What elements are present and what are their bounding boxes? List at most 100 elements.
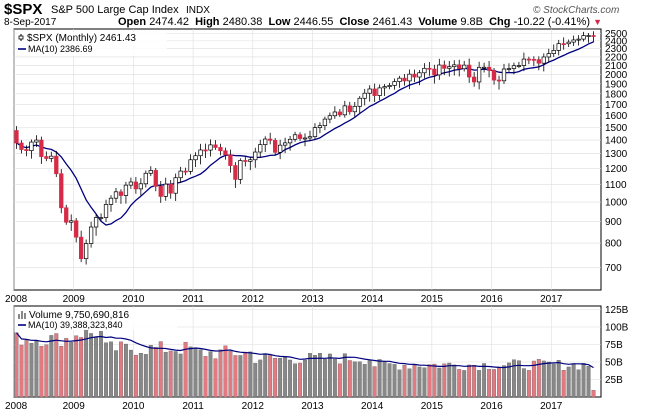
price-candle bbox=[541, 53, 546, 72]
price-x-axis: 2008 2009 2010 2011 2012 2013 2014 2015 2016 2017 bbox=[5, 294, 563, 305]
volume-bar bbox=[64, 338, 69, 398]
volume-bar bbox=[377, 359, 382, 398]
price-candle bbox=[19, 140, 24, 154]
volume-bar bbox=[452, 364, 457, 398]
volume-bar bbox=[497, 366, 501, 398]
price-candle bbox=[49, 151, 54, 163]
volume-bar bbox=[193, 348, 198, 398]
volume-bar bbox=[14, 332, 19, 398]
volume-bar bbox=[94, 337, 99, 398]
price-candle bbox=[34, 135, 39, 147]
volume-bar bbox=[457, 369, 462, 398]
volume-legend-series: Volume 9,750,690,816 bbox=[29, 310, 130, 321]
price-candle bbox=[422, 63, 427, 79]
close-label: Close bbox=[339, 16, 370, 28]
price-candle bbox=[258, 139, 263, 158]
price-candle bbox=[462, 60, 467, 72]
price-candle bbox=[228, 149, 233, 173]
price-candle bbox=[327, 112, 333, 124]
price-candle bbox=[59, 169, 64, 214]
volume-bar bbox=[123, 343, 128, 398]
price-candle bbox=[402, 73, 407, 86]
volume-bar bbox=[397, 369, 402, 398]
price-x-tick-label: 2010 bbox=[122, 294, 145, 305]
volume-bar bbox=[556, 360, 561, 398]
volume-bar bbox=[317, 353, 322, 398]
volume-bar bbox=[104, 342, 108, 398]
price-y-tick-label: 1400 bbox=[605, 136, 628, 147]
price-candle bbox=[491, 68, 497, 85]
volume-bar bbox=[54, 333, 59, 398]
price-candle bbox=[113, 188, 119, 203]
volume-bar bbox=[313, 355, 317, 398]
price-candle bbox=[178, 166, 183, 183]
volume-bar bbox=[437, 367, 442, 398]
volume-bar bbox=[442, 363, 447, 398]
price-candle bbox=[44, 151, 49, 162]
price-candle bbox=[188, 154, 193, 175]
price-candle bbox=[183, 167, 188, 176]
price-candle bbox=[24, 145, 29, 157]
price-candle bbox=[526, 56, 532, 65]
volume-bar bbox=[472, 365, 477, 398]
volume-bar bbox=[163, 351, 168, 398]
volume-bar bbox=[586, 366, 591, 398]
volume-bar bbox=[382, 361, 387, 398]
volume-bar bbox=[467, 364, 472, 398]
volume-x-tick-label: 2015 bbox=[421, 401, 444, 412]
price-candle bbox=[312, 123, 318, 140]
volume-bar bbox=[347, 360, 352, 398]
price-gridlines bbox=[13, 29, 601, 290]
volume-legend: Volume 9,750,690,816 MA(10) 39,388,323,8… bbox=[17, 308, 177, 330]
price-candle bbox=[392, 78, 397, 90]
price-candle bbox=[377, 84, 382, 101]
price-candle bbox=[198, 143, 203, 165]
volume-bar bbox=[352, 361, 357, 398]
volume-x-tick-label: 2012 bbox=[242, 401, 265, 412]
price-legend: $SPX (Monthly) 2461.43 MA(10) 2386.69 bbox=[17, 32, 167, 56]
volume-bar bbox=[273, 358, 278, 398]
price-candle bbox=[362, 88, 367, 106]
price-y-tick-label: 1200 bbox=[605, 164, 628, 175]
price-candle bbox=[516, 61, 522, 69]
price-candle bbox=[347, 101, 352, 115]
price-candle bbox=[412, 69, 417, 83]
volume-bar bbox=[327, 353, 332, 398]
volume-bar bbox=[109, 341, 113, 398]
volume-x-tick-label: 2010 bbox=[122, 401, 145, 412]
volume-bar bbox=[84, 329, 89, 398]
close-value: 2461.43 bbox=[372, 16, 413, 28]
price-candle bbox=[54, 150, 59, 178]
price-y-tick-label: 900 bbox=[605, 217, 622, 228]
volume-bar bbox=[322, 358, 327, 398]
price-candle bbox=[561, 37, 566, 50]
price-candle bbox=[521, 52, 527, 72]
price-candle bbox=[69, 214, 74, 231]
volume-y-tick-label: 50B bbox=[605, 358, 623, 369]
price-candle bbox=[233, 162, 238, 188]
volume-x-tick-label: 2014 bbox=[361, 401, 384, 412]
price-x-tick-label: 2008 bbox=[5, 294, 28, 305]
price-candle bbox=[128, 177, 134, 189]
price-candle bbox=[486, 61, 492, 78]
price-candle bbox=[243, 155, 248, 167]
volume-x-tick-label: 2008 bbox=[5, 401, 28, 412]
price-candle bbox=[213, 140, 218, 150]
price-candle bbox=[108, 195, 114, 212]
price-candle bbox=[64, 204, 69, 225]
volume-bar bbox=[198, 349, 203, 398]
volume-x-tick-label: 2009 bbox=[63, 401, 86, 412]
volume-x-tick-label: 2017 bbox=[540, 401, 563, 412]
volume-bar bbox=[571, 363, 576, 398]
volume-bar bbox=[238, 355, 243, 398]
price-candle bbox=[163, 177, 168, 201]
volume-bar bbox=[243, 351, 248, 398]
price-x-tick-label: 2013 bbox=[301, 294, 324, 305]
price-candle bbox=[118, 189, 124, 204]
symbol-title: $SPX bbox=[4, 1, 43, 18]
volume-bar bbox=[502, 365, 506, 398]
brand-logo: © StockCharts.com bbox=[533, 5, 620, 16]
price-candle bbox=[452, 60, 457, 76]
price-candle bbox=[223, 147, 228, 160]
volume-y-tick-label: 75B bbox=[605, 340, 623, 351]
